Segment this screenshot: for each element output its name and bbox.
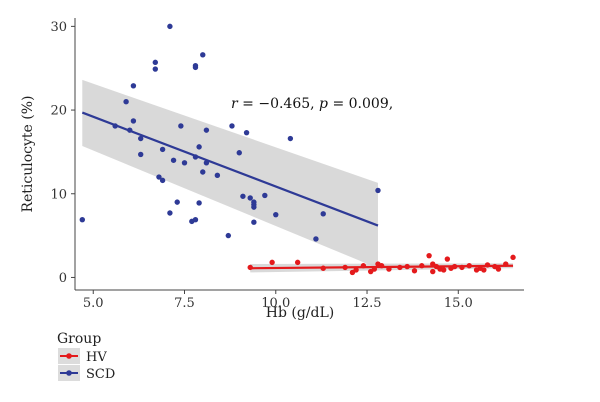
data-point-hv: [404, 263, 410, 270]
x-tick-label: 10.0: [261, 296, 290, 311]
confidence-band-scd: [82, 79, 378, 269]
correlation-annotation: r = −0.465, p = 0.009,: [231, 96, 393, 112]
y-tick-label: 30: [50, 20, 67, 35]
data-point-hv: [430, 268, 436, 275]
data-point-scd: [203, 127, 210, 133]
data-point-scd: [196, 144, 202, 150]
x-tick-label: 5.0: [83, 296, 104, 311]
data-point-scd: [127, 127, 133, 133]
data-point-hv: [386, 266, 392, 272]
data-point-hv: [466, 263, 472, 269]
y-axis-title: Reticulocyte (%): [20, 95, 36, 212]
legend-key-hv-dot: [66, 353, 72, 359]
data-point-scd: [152, 59, 159, 66]
data-point-scd: [313, 236, 319, 242]
data-point-scd: [112, 123, 118, 129]
data-point-hv: [353, 267, 359, 273]
data-point-hv: [503, 261, 509, 267]
data-point-scd: [159, 177, 166, 184]
x-axis-ticks: 5.0 7.5 10.0 12.5 15.0: [83, 290, 473, 311]
data-point-scd: [192, 216, 199, 223]
data-point-scd: [262, 192, 268, 199]
data-point-hv: [360, 263, 367, 269]
data-point-scd: [196, 200, 202, 206]
legend-key-scd-dot: [66, 370, 72, 376]
correlation-r-text: = −0.465,: [238, 96, 319, 112]
data-point-hv: [426, 252, 432, 259]
data-point-scd: [167, 210, 173, 216]
data-point-scd: [138, 151, 144, 158]
legend-label-hv: HV: [86, 350, 107, 365]
data-points: [79, 23, 516, 276]
data-point-scd: [203, 160, 210, 166]
data-point-scd: [167, 23, 173, 30]
x-tick-label: 7.5: [174, 296, 195, 311]
data-point-hv: [269, 259, 275, 266]
data-point-scd: [240, 193, 246, 199]
data-point-scd: [273, 211, 279, 218]
data-point-scd: [170, 157, 177, 163]
data-point-scd: [225, 232, 232, 239]
y-axis-ticks: 0 10 20 30: [50, 20, 75, 286]
data-point-hv: [440, 267, 447, 273]
data-point-hv: [247, 264, 253, 271]
data-point-hv: [397, 264, 403, 271]
data-point-scd: [181, 160, 188, 166]
data-point-hv: [371, 266, 378, 272]
legend: Group HV SCD: [57, 331, 115, 382]
y-tick-label: 20: [50, 104, 67, 119]
data-point-hv: [411, 268, 418, 274]
data-point-scd: [174, 199, 180, 205]
y-tick-label: 10: [50, 187, 67, 202]
data-point-hv: [484, 262, 491, 268]
data-point-hv: [419, 263, 425, 269]
y-tick-label: 0: [59, 271, 67, 286]
data-point-hv: [481, 267, 487, 273]
legend-label-scd: SCD: [86, 367, 115, 382]
data-point-scd: [214, 172, 221, 179]
legend-title: Group: [57, 331, 101, 347]
correlation-p-label: p: [319, 96, 328, 112]
data-point-scd: [156, 174, 162, 180]
data-point-scd: [79, 216, 86, 223]
correlation-r-label: r: [231, 96, 239, 112]
x-axis-title: Hb (g/dL): [266, 305, 334, 321]
data-point-scd: [159, 146, 166, 153]
data-point-scd: [247, 195, 253, 201]
data-point-scd: [192, 63, 199, 69]
data-point-scd: [229, 123, 235, 129]
data-point-hv: [320, 265, 326, 271]
data-point-hv: [510, 254, 516, 261]
data-point-scd: [375, 187, 381, 194]
data-point-hv: [378, 263, 385, 269]
data-point-scd: [123, 98, 129, 105]
data-point-hv: [444, 256, 451, 262]
data-point-scd: [243, 129, 250, 136]
x-tick-label: 15.0: [444, 296, 473, 311]
data-point-scd: [138, 135, 144, 142]
data-point-scd: [130, 118, 137, 124]
data-point-hv: [342, 264, 348, 271]
x-tick-label: 12.5: [353, 296, 382, 311]
data-point-scd: [130, 83, 137, 89]
data-point-scd: [251, 199, 257, 205]
data-point-scd: [251, 219, 257, 225]
data-point-scd: [320, 211, 326, 217]
data-point-hv: [459, 264, 465, 271]
data-point-scd: [178, 123, 184, 129]
data-point-hv: [495, 266, 502, 272]
data-point-scd: [287, 135, 294, 142]
data-point-hv: [294, 259, 301, 266]
data-point-hv: [451, 263, 458, 270]
data-point-scd: [152, 66, 159, 72]
data-point-scd: [200, 52, 206, 58]
correlation-p-text: = 0.009,: [328, 96, 393, 112]
data-point-scd: [200, 169, 206, 175]
data-point-scd: [236, 150, 242, 156]
data-point-scd: [192, 154, 199, 160]
